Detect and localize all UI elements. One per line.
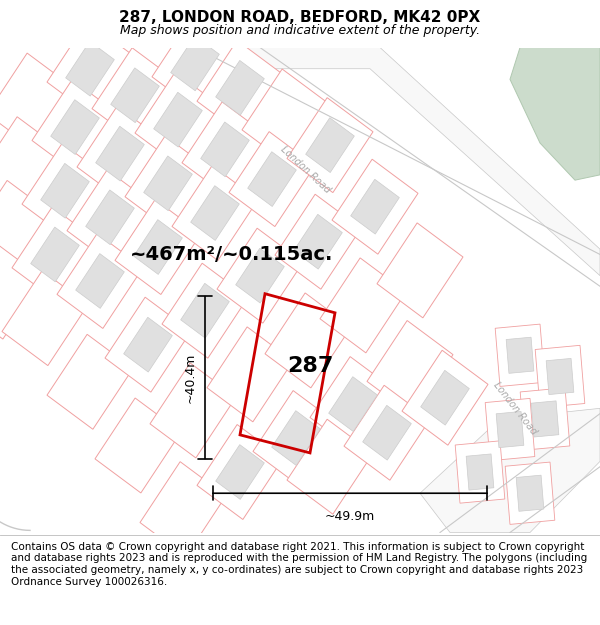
Polygon shape (485, 398, 535, 461)
Polygon shape (125, 136, 211, 231)
Text: London Road: London Road (278, 144, 332, 195)
Polygon shape (495, 324, 545, 386)
Polygon shape (506, 338, 534, 373)
Polygon shape (362, 406, 412, 460)
Polygon shape (110, 68, 160, 122)
Polygon shape (65, 41, 115, 96)
Polygon shape (275, 194, 361, 289)
Polygon shape (105, 297, 191, 392)
Polygon shape (197, 41, 283, 135)
Polygon shape (546, 358, 574, 394)
Polygon shape (47, 334, 133, 429)
Polygon shape (57, 234, 143, 329)
Polygon shape (229, 132, 315, 227)
Polygon shape (505, 462, 555, 524)
Text: 287: 287 (287, 356, 333, 376)
Polygon shape (181, 283, 229, 338)
Polygon shape (76, 254, 124, 308)
Polygon shape (134, 219, 182, 274)
Polygon shape (402, 350, 488, 445)
Text: Contains OS data © Crown copyright and database right 2021. This information is : Contains OS data © Crown copyright and d… (11, 542, 587, 586)
Polygon shape (162, 263, 248, 358)
Polygon shape (0, 117, 63, 212)
Polygon shape (124, 318, 172, 372)
Text: ~49.9m: ~49.9m (325, 510, 375, 523)
Polygon shape (265, 293, 351, 388)
Polygon shape (32, 79, 118, 174)
Polygon shape (170, 36, 220, 91)
Polygon shape (344, 385, 430, 480)
Polygon shape (310, 357, 396, 451)
Polygon shape (191, 186, 239, 241)
Polygon shape (0, 244, 43, 339)
Polygon shape (272, 411, 320, 466)
Polygon shape (41, 163, 89, 218)
Polygon shape (516, 475, 544, 511)
Polygon shape (22, 143, 108, 238)
Polygon shape (86, 190, 134, 245)
Polygon shape (455, 441, 505, 503)
Polygon shape (2, 271, 88, 366)
Polygon shape (531, 401, 559, 437)
Text: London Road: London Road (491, 380, 539, 437)
Polygon shape (510, 48, 600, 180)
Polygon shape (293, 214, 343, 269)
Polygon shape (248, 152, 296, 206)
Polygon shape (535, 346, 585, 408)
Polygon shape (287, 419, 373, 514)
Polygon shape (150, 363, 236, 458)
Polygon shape (0, 181, 53, 276)
Polygon shape (207, 327, 293, 422)
Polygon shape (215, 444, 265, 499)
Polygon shape (215, 61, 265, 115)
Polygon shape (67, 170, 153, 265)
Polygon shape (115, 199, 201, 294)
Polygon shape (496, 411, 524, 447)
Polygon shape (0, 53, 73, 148)
Polygon shape (332, 159, 418, 254)
Polygon shape (305, 118, 355, 172)
Text: Map shows position and indicative extent of the property.: Map shows position and indicative extent… (120, 24, 480, 37)
Polygon shape (236, 248, 284, 303)
Polygon shape (217, 228, 303, 323)
Polygon shape (77, 106, 163, 201)
Polygon shape (197, 424, 283, 519)
Polygon shape (520, 388, 570, 450)
Text: ~467m²/~0.115ac.: ~467m²/~0.115ac. (130, 245, 334, 264)
Polygon shape (367, 321, 453, 416)
Polygon shape (92, 48, 178, 142)
Polygon shape (253, 391, 339, 486)
Polygon shape (154, 92, 202, 147)
Polygon shape (143, 156, 193, 211)
Text: ~40.4m: ~40.4m (184, 352, 197, 402)
Polygon shape (242, 69, 328, 164)
Polygon shape (12, 207, 98, 302)
Polygon shape (466, 454, 494, 490)
Polygon shape (320, 258, 406, 353)
Polygon shape (140, 462, 226, 557)
Polygon shape (95, 126, 145, 181)
Polygon shape (377, 223, 463, 318)
Polygon shape (420, 408, 600, 532)
Polygon shape (135, 72, 221, 167)
Polygon shape (47, 21, 133, 116)
Polygon shape (31, 227, 79, 282)
Polygon shape (195, 48, 600, 276)
Polygon shape (95, 398, 181, 493)
Polygon shape (350, 179, 400, 234)
Polygon shape (287, 98, 373, 192)
Polygon shape (200, 122, 250, 177)
Polygon shape (182, 102, 268, 197)
Polygon shape (329, 377, 377, 431)
Polygon shape (421, 371, 469, 425)
Text: 287, LONDON ROAD, BEDFORD, MK42 0PX: 287, LONDON ROAD, BEDFORD, MK42 0PX (119, 11, 481, 26)
Polygon shape (172, 166, 258, 261)
Polygon shape (50, 100, 100, 154)
Polygon shape (152, 16, 238, 111)
